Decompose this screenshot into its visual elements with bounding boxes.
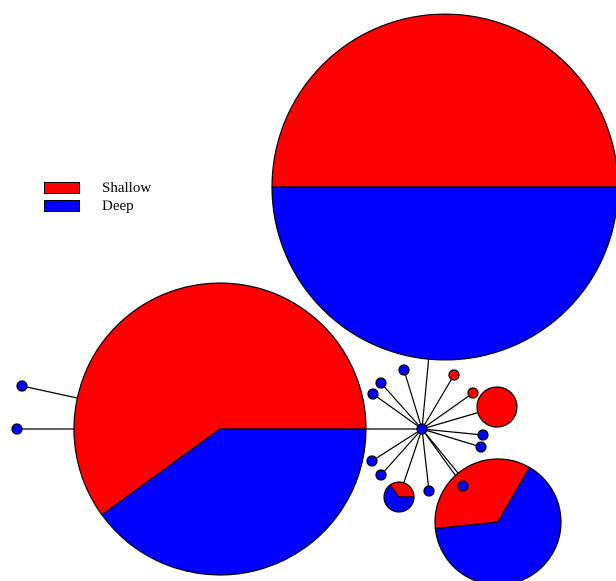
node-large-left: [73, 282, 367, 576]
node-tiny-red-1-shallow-slice: [448, 369, 460, 381]
node-tiny-blue-4: [477, 429, 489, 441]
edge-hub-tiny-blue-8: [421, 428, 430, 492]
node-hub-deep-slice: [416, 423, 428, 435]
legend-swatch-shallow: [44, 182, 80, 194]
edge-hub-tiny-red-1: [421, 374, 455, 430]
node-medium-bottom-right-deep-slice: [434, 466, 562, 581]
node-tiny-blue-2-deep-slice: [375, 377, 387, 389]
node-large-top-deep-slice: [271, 186, 616, 361]
legend-label-shallow: Shallow: [102, 179, 152, 196]
node-leaf-blue-2-deep-slice: [11, 423, 23, 435]
node-large-top: [271, 13, 616, 361]
edge-hub-tiny-blue-4: [421, 428, 484, 436]
node-tiny-blue-3: [367, 388, 379, 400]
node-large-left-shallow-slice: [73, 282, 367, 516]
legend-swatch-deep: [44, 200, 80, 212]
edge-hub-tiny-blue-3: [372, 393, 423, 430]
node-tiny-blue-9-deep-slice: [457, 480, 469, 492]
node-tiny-blue-6-deep-slice: [366, 455, 378, 467]
node-small-mixed-deep-slice: [383, 484, 415, 513]
legend: Shallow Deep: [44, 179, 151, 215]
legend-item-shallow: Shallow: [44, 179, 151, 197]
node-tiny-blue-3-deep-slice: [367, 388, 379, 400]
edge-hub-tiny-blue-5: [421, 428, 482, 448]
node-large-top-shallow-slice: [271, 13, 616, 188]
node-tiny-blue-1: [398, 364, 410, 376]
edge-hub-tiny-blue-7: [380, 428, 423, 476]
edge-hub-tiny-blue-6: [371, 428, 423, 462]
node-tiny-blue-8: [423, 485, 435, 497]
node-medium-bottom-right: [434, 458, 562, 581]
node-tiny-blue-4-deep-slice: [477, 429, 489, 441]
edge-hub-tiny-blue-1: [403, 369, 423, 430]
node-layer: [11, 13, 616, 581]
node-small-mixed: [383, 481, 415, 513]
edge-hub-tiny-red-2: [421, 392, 474, 430]
node-tiny-blue-5-deep-slice: [475, 441, 487, 453]
node-large-left-deep-slice: [101, 428, 367, 576]
node-hub: [416, 423, 428, 435]
node-small-red-shallow-slice: [476, 386, 518, 428]
node-tiny-blue-6: [366, 455, 378, 467]
node-leaf-blue-1: [16, 380, 28, 392]
node-tiny-blue-9: [457, 480, 469, 492]
node-tiny-red-2: [467, 387, 479, 399]
node-small-mixed-shallow-slice: [389, 481, 415, 498]
node-tiny-red-2-shallow-slice: [467, 387, 479, 399]
node-leaf-blue-1-deep-slice: [16, 380, 28, 392]
node-tiny-blue-5: [475, 441, 487, 453]
node-leaf-blue-2: [11, 423, 23, 435]
node-tiny-red-1: [448, 369, 460, 381]
node-tiny-blue-8-deep-slice: [423, 485, 435, 497]
node-tiny-blue-7: [375, 469, 387, 481]
node-small-red: [476, 386, 518, 428]
legend-item-deep: Deep: [44, 197, 151, 215]
node-tiny-blue-1-deep-slice: [398, 364, 410, 376]
edge-hub-tiny-blue-2: [380, 382, 423, 430]
legend-label-deep: Deep: [102, 197, 134, 214]
node-tiny-blue-2: [375, 377, 387, 389]
node-medium-bottom-right-shallow-slice: [434, 458, 531, 530]
node-tiny-blue-7-deep-slice: [375, 469, 387, 481]
